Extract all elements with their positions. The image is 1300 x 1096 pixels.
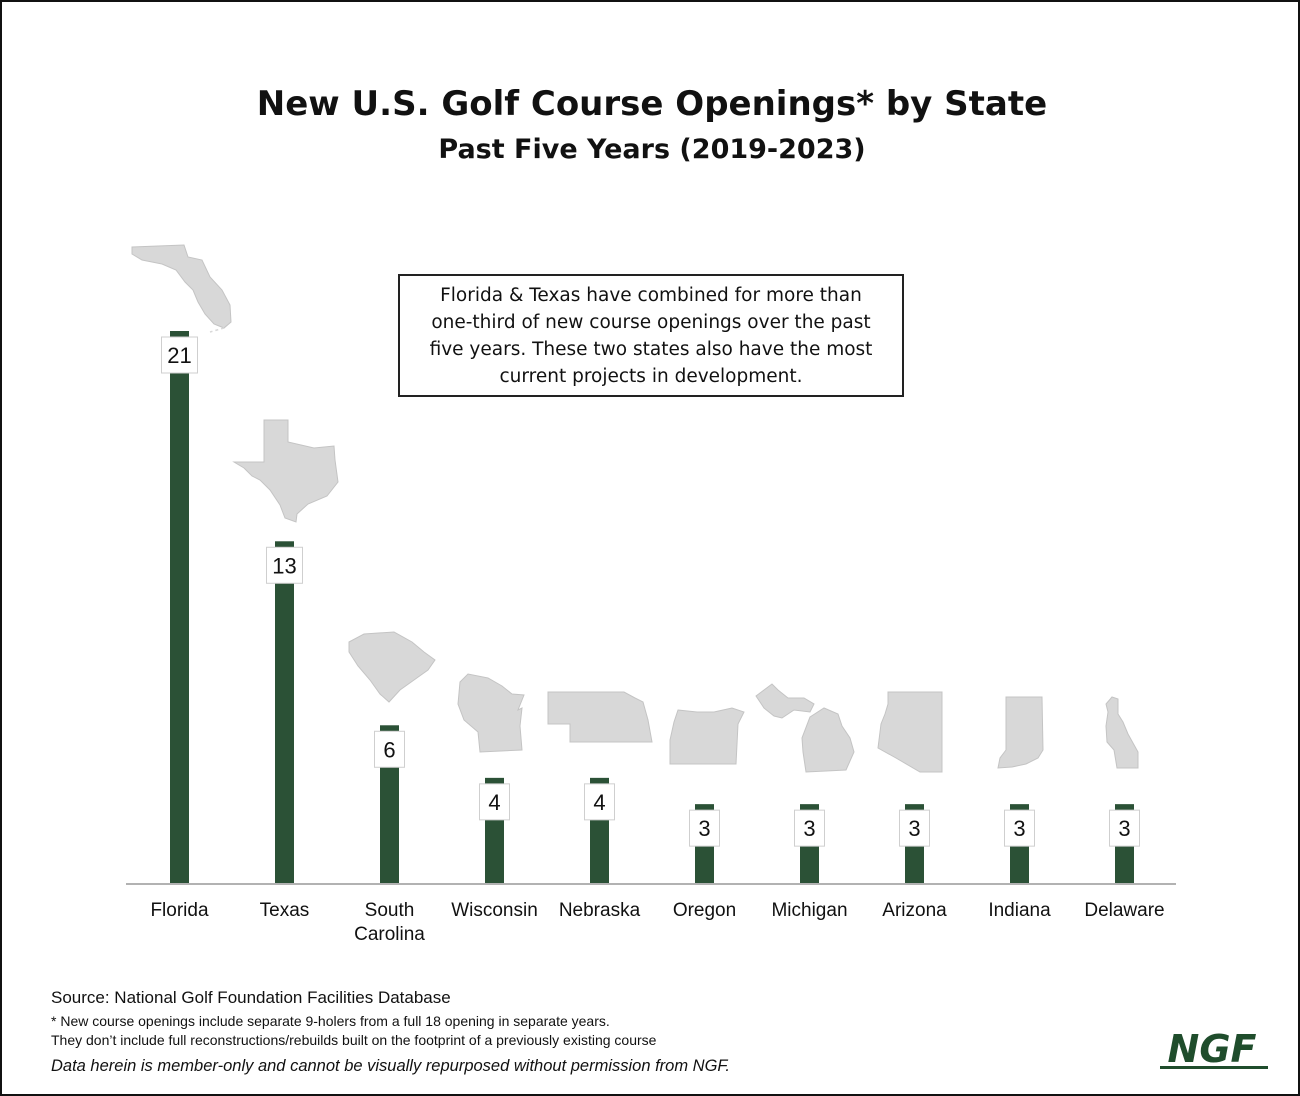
value-label-nebraska: 4 <box>584 783 615 821</box>
value-label-text: 3 <box>1118 816 1130 841</box>
oregon-shape-icon <box>669 707 745 765</box>
value-label-box <box>1109 809 1140 847</box>
arizona-shape-icon <box>877 691 943 773</box>
source-note: Source: National Golf Foundation Facilit… <box>51 988 451 1007</box>
category-label-michigan: Michigan <box>771 900 847 921</box>
value-label-text: 3 <box>908 816 920 841</box>
category-label-indiana: Indiana <box>988 900 1051 921</box>
value-label-michigan: 3 <box>794 809 825 847</box>
category-labels-group: Florida Texas South Carolina Wisconsin Nebras… <box>150 900 1164 945</box>
value-label-box <box>584 783 615 821</box>
value-label-text: 3 <box>1013 816 1025 841</box>
value-label-text: 21 <box>167 343 191 368</box>
delaware-shape-icon <box>1105 696 1139 769</box>
bars-group <box>170 331 1134 883</box>
ngf-logo: NGF <box>1160 1027 1268 1071</box>
value-label-texas: 13 <box>266 546 303 584</box>
michigan-shape-icon <box>801 707 855 773</box>
value-label-box <box>161 336 198 374</box>
value-label-text: 3 <box>803 816 815 841</box>
value-label-florida: 21 <box>161 336 198 374</box>
state-shapes <box>131 244 1139 773</box>
nebraska-shape-icon <box>547 691 653 743</box>
value-label-box <box>899 809 930 847</box>
value-label-text: 6 <box>383 737 395 762</box>
value-label-text: 13 <box>272 553 296 578</box>
category-label-south-carolina: South Carolina <box>354 900 425 945</box>
south-carolina-shape-icon <box>348 631 436 703</box>
callout-box: Florida & Texas have combined for more t… <box>398 274 904 397</box>
disclaimer: Data herein is member-only and cannot be… <box>51 1057 730 1075</box>
value-label-wisconsin: 4 <box>479 783 510 821</box>
category-label-florida: Florida <box>150 900 209 921</box>
florida-shape-icon <box>131 244 232 329</box>
texas-shape-icon <box>232 419 339 523</box>
value-label-box <box>1004 809 1035 847</box>
value-label-box <box>479 783 510 821</box>
value-label-indiana: 3 <box>1004 809 1035 847</box>
value-labels-group: 21 13 6 4 4 3 3 3 3 3 <box>161 336 1140 847</box>
value-label-box <box>266 546 303 584</box>
wisconsin-shape-icon <box>457 673 525 753</box>
florida-keys-icon <box>209 327 225 333</box>
bar-florida <box>170 331 189 883</box>
value-label-text: 4 <box>488 790 500 815</box>
chart-title: New U.S. Golf Course Openings* by State <box>256 84 1048 124</box>
value-label-text: 4 <box>593 790 605 815</box>
value-label-delaware: 3 <box>1109 809 1140 847</box>
value-label-box <box>374 730 405 768</box>
value-label-south-carolina: 6 <box>374 730 405 768</box>
footnote-line-2: They don’t include full reconstructions/… <box>51 1032 657 1048</box>
footnote-line-1: * New course openings include separate 9… <box>51 1013 610 1029</box>
bar-texas <box>275 541 294 883</box>
ngf-logo-text: NGF <box>1168 1027 1257 1071</box>
category-label-wisconsin: Wisconsin <box>451 900 538 921</box>
value-label-arizona: 3 <box>899 809 930 847</box>
category-label-texas: Texas <box>260 900 310 921</box>
ngf-logo-stripe <box>1160 1066 1268 1069</box>
indiana-shape-icon <box>997 696 1044 769</box>
value-label-box <box>689 809 720 847</box>
value-label-text: 3 <box>698 816 710 841</box>
category-label-delaware: Delaware <box>1084 900 1164 921</box>
value-label-box <box>794 809 825 847</box>
category-label-nebraska: Nebraska <box>559 900 641 921</box>
category-label-oregon: Oregon <box>673 900 736 921</box>
category-label-arizona: Arizona <box>882 900 947 921</box>
michigan-upper-peninsula-icon <box>755 683 815 719</box>
value-label-oregon: 3 <box>689 809 720 847</box>
chart-subtitle: Past Five Years (2019-2023) <box>438 134 866 165</box>
